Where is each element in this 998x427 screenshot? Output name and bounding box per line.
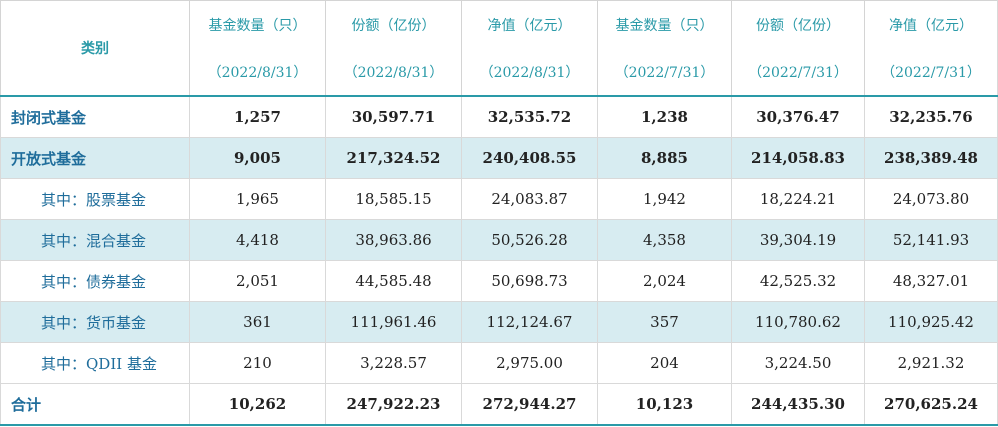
table-cell: 110,925.42: [864, 301, 998, 343]
row-label: 其中：股票基金: [0, 178, 190, 220]
table-cell: 4,418: [189, 219, 326, 261]
header-date: （2022/7/31）: [864, 48, 998, 97]
header-shares-aug: 份额（亿份）: [325, 0, 462, 48]
header-shares-jul: 份额（亿份）: [731, 0, 865, 48]
table-cell: 32,235.76: [864, 95, 998, 138]
row-label: 封闭式基金: [0, 95, 190, 138]
header-date: （2022/8/31）: [325, 48, 462, 97]
table-cell: 244,435.30: [731, 383, 865, 426]
row-label: 其中：货币基金: [0, 301, 190, 343]
table-cell: 2,024: [597, 260, 732, 302]
header-count-aug: 基金数量（只）: [189, 0, 326, 48]
table-cell: 1,965: [189, 178, 326, 220]
table-row-bond: 其中：债券基金 2,051 44,585.48 50,698.73 2,024 …: [0, 260, 998, 302]
header-date: （2022/7/31）: [731, 48, 865, 97]
table-cell: 272,944.27: [461, 383, 598, 426]
header-date: （2022/7/31）: [597, 48, 732, 97]
table-cell: 50,526.28: [461, 219, 598, 261]
table-row-hybrid: 其中：混合基金 4,418 38,963.86 50,526.28 4,358 …: [0, 219, 998, 261]
table-cell: 39,304.19: [731, 219, 865, 261]
table-cell: 204: [597, 342, 732, 384]
table-row-total: 合计 10,262 247,922.23 272,944.27 10,123 2…: [0, 383, 998, 426]
table-cell: 18,585.15: [325, 178, 462, 220]
table-row-qdii: 其中：QDII 基金 210 3,228.57 2,975.00 204 3,2…: [0, 342, 998, 384]
table-row-closed-end: 封闭式基金 1,257 30,597.71 32,535.72 1,238 30…: [0, 95, 998, 138]
row-label: 合计: [0, 383, 190, 426]
table-cell: 361: [189, 301, 326, 343]
table-cell: 3,228.57: [325, 342, 462, 384]
row-label: 开放式基金: [0, 137, 190, 179]
table-cell: 111,961.46: [325, 301, 462, 343]
table-cell: 52,141.93: [864, 219, 998, 261]
table-cell: 30,597.71: [325, 95, 462, 138]
category-header: 类别: [0, 0, 190, 97]
table-cell: 9,005: [189, 137, 326, 179]
header-count-jul: 基金数量（只）: [597, 0, 732, 48]
table-cell: 240,408.55: [461, 137, 598, 179]
row-label: 其中：混合基金: [0, 219, 190, 261]
table-cell: 30,376.47: [731, 95, 865, 138]
table-cell: 10,262: [189, 383, 326, 426]
table-cell: 210: [189, 342, 326, 384]
table-cell: 50,698.73: [461, 260, 598, 302]
header-nav-jul: 净值（亿元）: [864, 0, 998, 48]
table-cell: 48,327.01: [864, 260, 998, 302]
table-cell: 238,389.48: [864, 137, 998, 179]
table-cell: 8,885: [597, 137, 732, 179]
table-cell: 4,358: [597, 219, 732, 261]
table-cell: 1,238: [597, 95, 732, 138]
table-cell: 217,324.52: [325, 137, 462, 179]
table-cell: 18,224.21: [731, 178, 865, 220]
table-row-money-market: 其中：货币基金 361 111,961.46 112,124.67 357 11…: [0, 301, 998, 343]
table-cell: 42,525.32: [731, 260, 865, 302]
table-cell: 357: [597, 301, 732, 343]
table-cell: 2,051: [189, 260, 326, 302]
row-label: 其中：债券基金: [0, 260, 190, 302]
table-cell: 270,625.24: [864, 383, 998, 426]
table-cell: 1,257: [189, 95, 326, 138]
table-cell: 32,535.72: [461, 95, 598, 138]
table-cell: 2,975.00: [461, 342, 598, 384]
table-cell: 110,780.62: [731, 301, 865, 343]
table-cell: 1,942: [597, 178, 732, 220]
table-cell: 38,963.86: [325, 219, 462, 261]
row-label: 其中：QDII 基金: [0, 342, 190, 384]
table-cell: 214,058.83: [731, 137, 865, 179]
table-cell: 247,922.23: [325, 383, 462, 426]
table-cell: 44,585.48: [325, 260, 462, 302]
table-row-equity: 其中：股票基金 1,965 18,585.15 24,083.87 1,942 …: [0, 178, 998, 220]
table-cell: 3,224.50: [731, 342, 865, 384]
table-cell: 24,073.80: [864, 178, 998, 220]
table-cell: 112,124.67: [461, 301, 598, 343]
header-nav-aug: 净值（亿元）: [461, 0, 598, 48]
header-row-titles: 类别 基金数量（只） 份额（亿份） 净值（亿元） 基金数量（只） 份额（亿份） …: [0, 0, 998, 97]
header-date: （2022/8/31）: [189, 48, 326, 97]
table-row-open-end: 开放式基金 9,005 217,324.52 240,408.55 8,885 …: [0, 137, 998, 179]
table-cell: 24,083.87: [461, 178, 598, 220]
table-cell: 2,921.32: [864, 342, 998, 384]
header-row-dates: （2022/8/31） （2022/8/31） （2022/8/31） （202…: [1, 48, 998, 97]
table-cell: 10,123: [597, 383, 732, 426]
header-date: （2022/8/31）: [461, 48, 598, 97]
